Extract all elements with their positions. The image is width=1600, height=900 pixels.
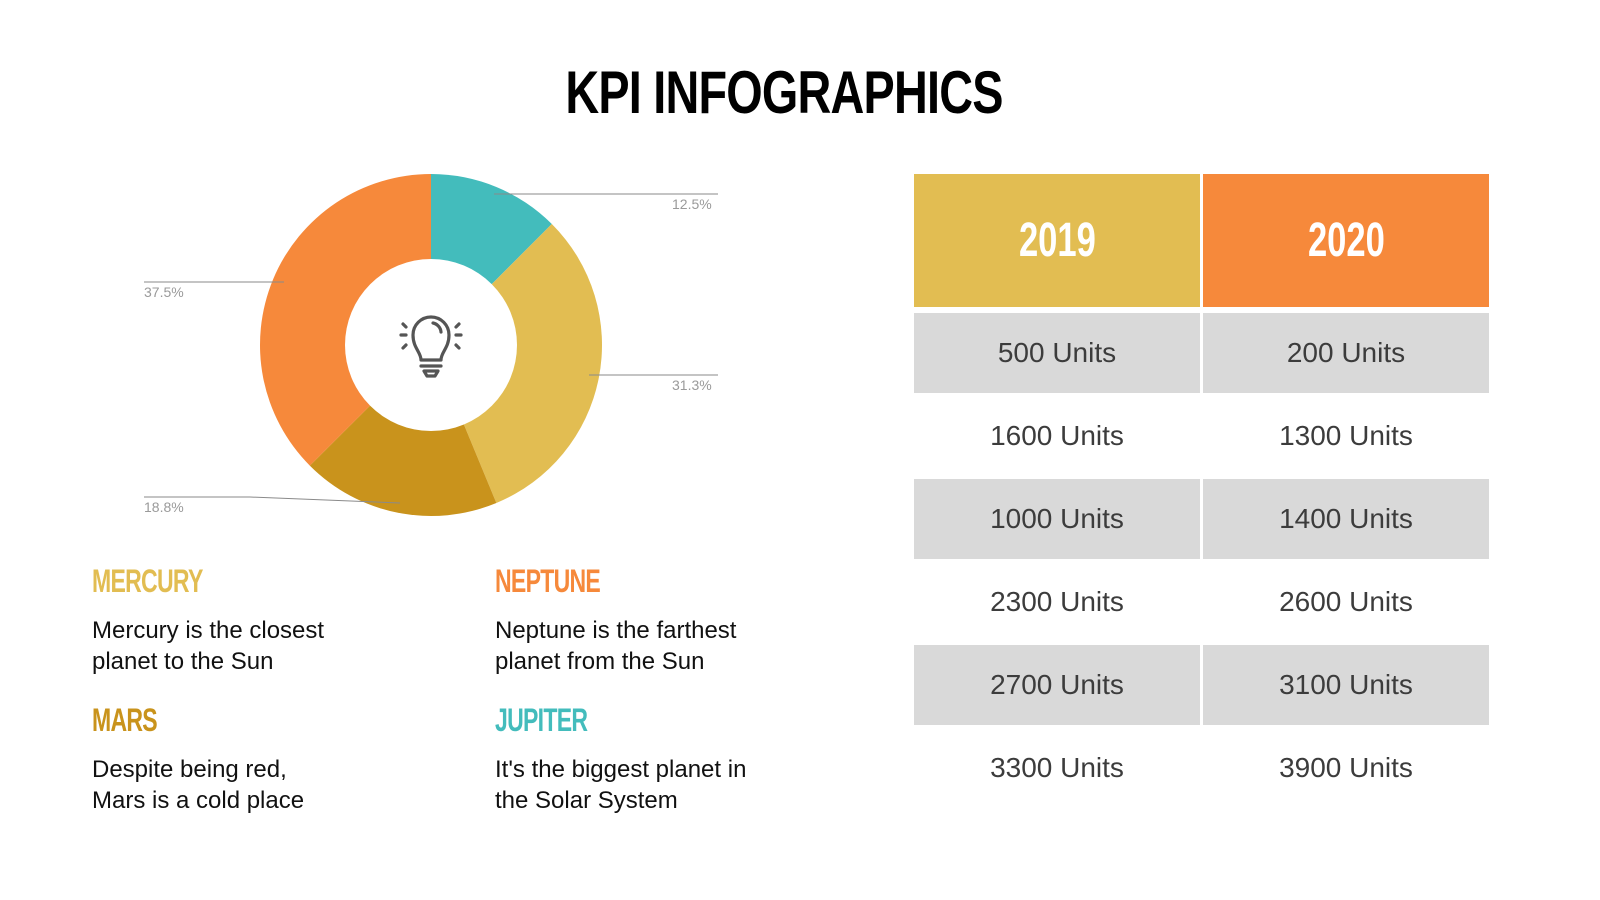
table-cell: 3300 Units bbox=[990, 752, 1124, 783]
legend-desc: It's the biggest planet in the Solar Syst… bbox=[495, 756, 747, 814]
header-2019: 2019 bbox=[914, 174, 1200, 307]
lightbulb-icon bbox=[399, 315, 463, 378]
pct-label-jupiter: 12.5% bbox=[672, 196, 712, 212]
table-cell: 3900 Units bbox=[1279, 752, 1413, 783]
page-title: KPI INFOGRAPHICS bbox=[565, 59, 1003, 126]
table-row: 1000 Units 1400 Units bbox=[914, 479, 1489, 559]
table-cell: 200 Units bbox=[1203, 313, 1489, 393]
legend-desc: Mercury is the closest planet to the Sun bbox=[92, 617, 325, 675]
table-cell: 2300 Units bbox=[990, 586, 1124, 617]
table-cell: 1400 Units bbox=[1203, 479, 1489, 559]
table-cell: 1000 Units bbox=[914, 479, 1200, 559]
units-table: 2019 2020 500 Units 200 Units 1600 Units… bbox=[914, 174, 1489, 808]
legend-neptune: NEPTUNE Neptune is the farthest planet fr… bbox=[495, 563, 825, 677]
pct-label-neptune: 37.5% bbox=[144, 284, 184, 300]
slice-mercury bbox=[431, 223, 602, 504]
table-cell: 2700 Units bbox=[914, 645, 1200, 725]
legend-title: MERCURY bbox=[92, 563, 203, 599]
slice-neptune bbox=[259, 174, 431, 466]
table-header-row: 2019 2020 bbox=[914, 174, 1489, 307]
leader-lines bbox=[144, 193, 718, 504]
legend-mercury: MERCURY Mercury is the closest planet to … bbox=[92, 563, 422, 677]
donut-hole bbox=[345, 259, 517, 431]
pct-label-mars: 18.8% bbox=[144, 499, 184, 515]
table-cell: 500 Units bbox=[914, 313, 1200, 393]
header-2020: 2020 bbox=[1203, 174, 1489, 307]
pct-label-mercury: 31.3% bbox=[672, 377, 712, 393]
legend-desc: Despite being red, Mars is a cold place bbox=[92, 756, 305, 814]
table-row: 2700 Units 3100 Units bbox=[914, 645, 1489, 725]
legend-jupiter: JUPITER It's the biggest planet in the So… bbox=[495, 702, 825, 816]
legend-mars: MARS Despite being red, Mars is a cold pl… bbox=[92, 702, 422, 816]
donut-chart bbox=[144, 174, 718, 516]
legend-title: MARS bbox=[92, 702, 158, 738]
legend-desc: Neptune is the farthest planet from the S… bbox=[495, 617, 737, 675]
table-cell: 1600 Units bbox=[990, 420, 1124, 451]
table-row: 3300 Units 3900 Units bbox=[914, 728, 1489, 808]
legend-title: NEPTUNE bbox=[495, 563, 601, 599]
table-cell: 1300 Units bbox=[1279, 420, 1413, 451]
slice-mars bbox=[309, 345, 497, 516]
legend-title: JUPITER bbox=[495, 702, 588, 738]
table-row: 1600 Units 1300 Units bbox=[914, 396, 1489, 476]
table-row: 2300 Units 2600 Units bbox=[914, 562, 1489, 642]
table-cell: 3100 Units bbox=[1203, 645, 1489, 725]
table-row: 500 Units 200 Units bbox=[914, 313, 1489, 393]
table-cell: 2600 Units bbox=[1279, 586, 1413, 617]
